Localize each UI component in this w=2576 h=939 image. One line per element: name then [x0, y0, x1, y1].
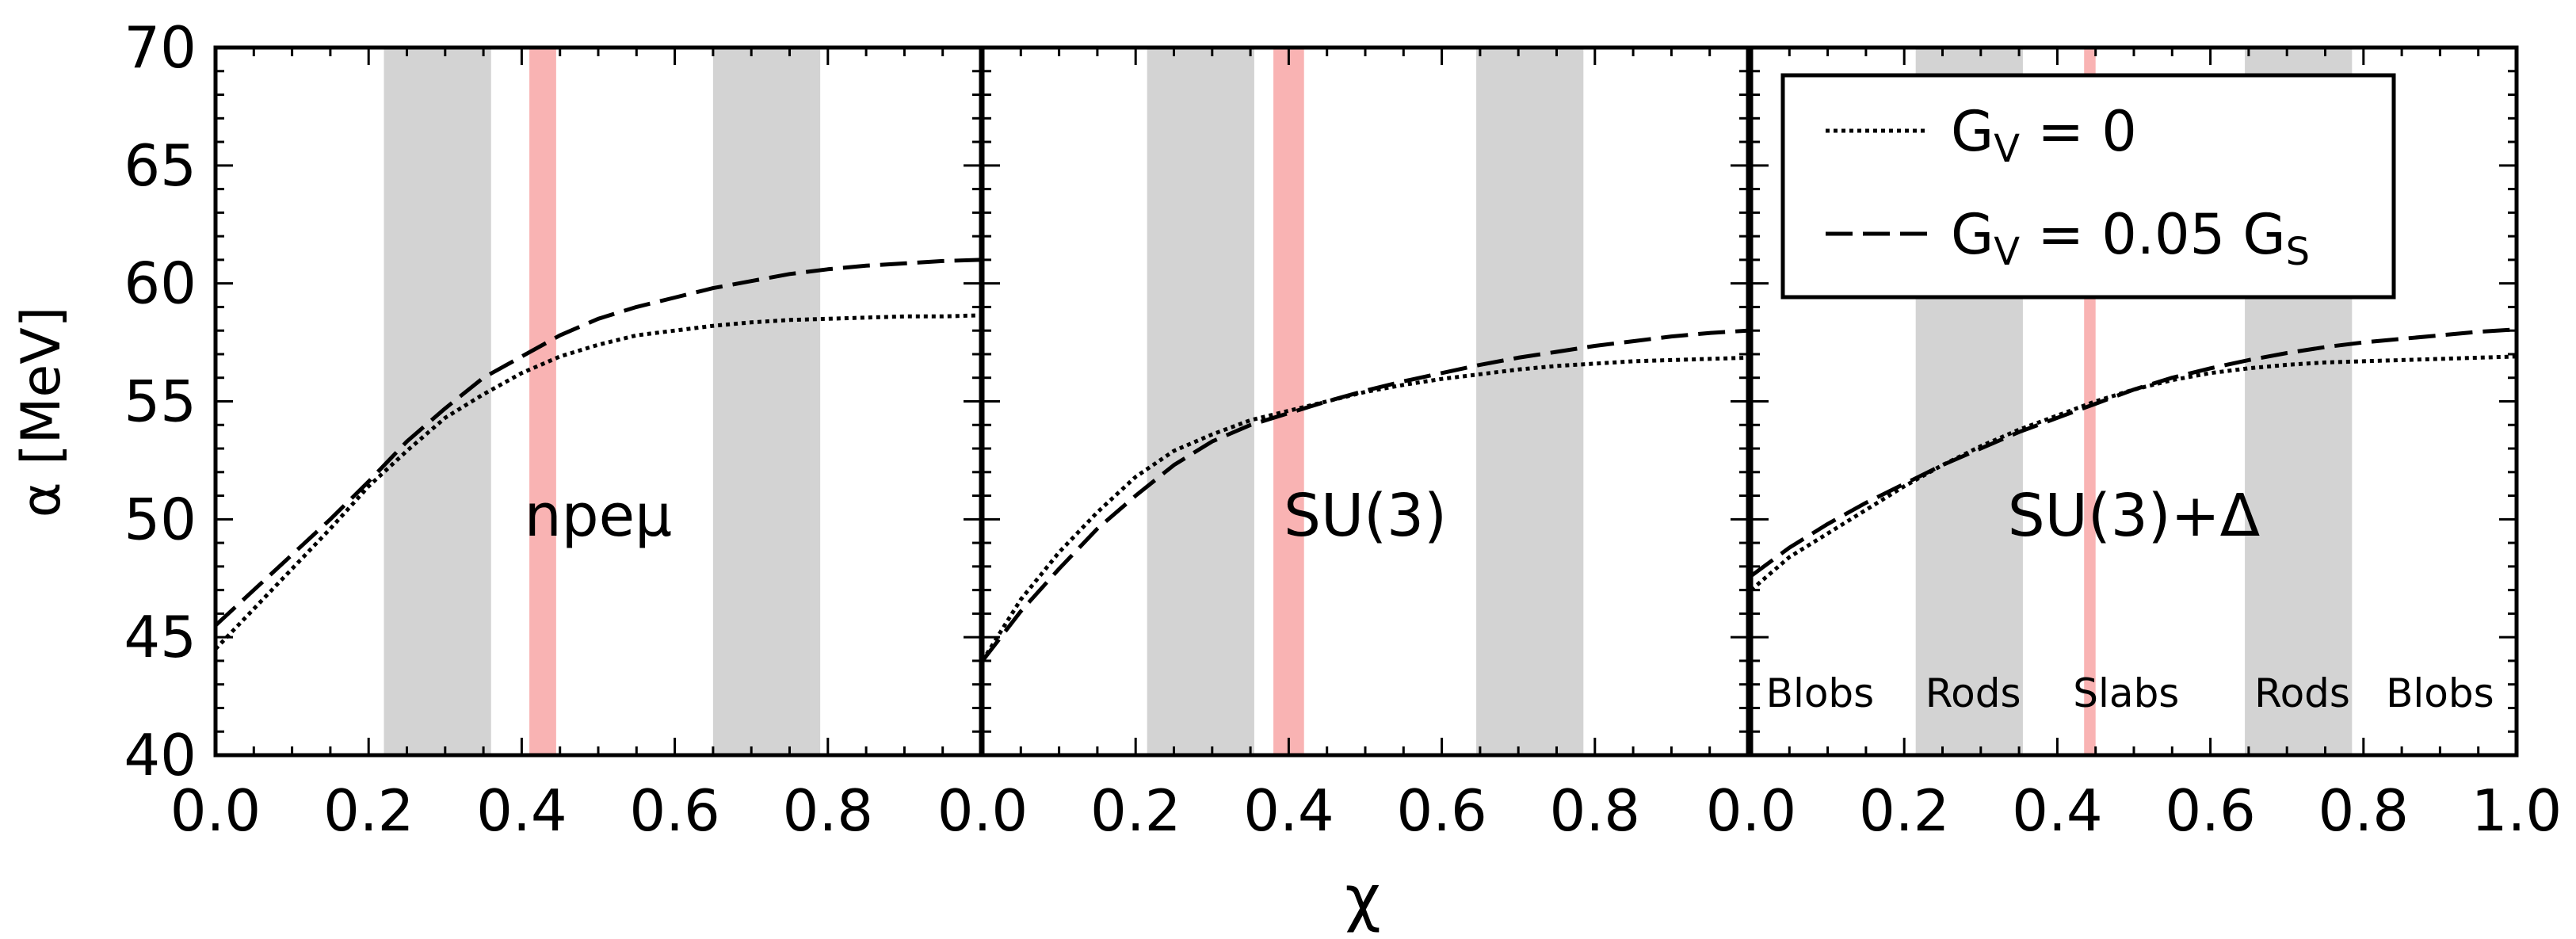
panel-frame-1	[980, 45, 1750, 758]
ytick-label-40: 40	[124, 722, 197, 788]
xtick-label-p2-5: 1.0	[2471, 777, 2563, 844]
xtick-label-p2-0: 0.0	[1706, 777, 1797, 844]
xtick-label-p1-1: 0.2	[1090, 777, 1181, 844]
x-axis-label: χ	[1345, 863, 1380, 934]
series-line-p2-1	[1750, 327, 2517, 578]
ytick-label-60: 60	[124, 250, 197, 317]
legend-text-part: G	[1951, 202, 1994, 267]
series-line-p1-1	[981, 328, 1749, 662]
xtick-label-p1-3: 0.6	[1396, 777, 1487, 844]
legend-text-part: = 0	[2020, 99, 2137, 164]
phase-label-4: Blobs	[2386, 670, 2494, 716]
legend-subscript: S	[2286, 230, 2310, 274]
text-layer: npeμ 0.0 0.2 0.4 0.6 0.8 SU(3) 0.0 0.2 0.4 0.6 0.8 S…	[124, 14, 2562, 844]
y-axis-label: α [MeV]	[10, 307, 73, 518]
legend-text-part: = 0.05 G	[2020, 202, 2286, 267]
phase-label-0: Blobs	[1766, 670, 1875, 716]
xtick-label-p2-3: 0.6	[2165, 777, 2256, 844]
red-band-p1	[1273, 48, 1304, 755]
xtick-label-p0-4: 0.8	[783, 777, 874, 844]
xtick-label-p2-2: 0.4	[2012, 777, 2103, 844]
legend-text-part: G	[1951, 99, 1994, 164]
legend-entry-0: GV = 0	[1951, 99, 2137, 171]
xtick-label-p0-1: 0.2	[323, 777, 414, 844]
ytick-label-70: 70	[124, 14, 197, 81]
series-line-p0-0	[214, 313, 982, 651]
xtick-label-p2-1: 0.2	[1859, 777, 1950, 844]
panel-label-0: npeμ	[525, 482, 672, 550]
legend-entry-1: GV = 0.05 GS	[1951, 202, 2310, 274]
phase-label-1: Rods	[1925, 670, 2021, 716]
gray-band-p0-1	[712, 48, 821, 755]
xtick-label-p1-4: 0.8	[1550, 777, 1641, 844]
panel-frame-2	[1749, 45, 2519, 758]
panel-label-1: SU(3)	[1284, 482, 1447, 550]
xtick-label-p0-3: 0.6	[629, 777, 720, 844]
panel-frame-0	[213, 45, 983, 758]
legend-subscript: V	[1994, 127, 2020, 171]
ytick-label-55: 55	[124, 368, 197, 435]
xtick-label-p2-4: 0.8	[2318, 777, 2410, 844]
legend-box	[1780, 73, 2396, 300]
legend-subscript: V	[1994, 230, 2020, 274]
xtick-label-p0-2: 0.4	[476, 777, 567, 844]
bands-layer	[384, 48, 2353, 755]
phase-label-3: Rods	[2254, 670, 2350, 716]
series-line-p2-0	[1750, 354, 2517, 592]
ytick-label-50: 50	[124, 486, 197, 552]
legend: GV = 0 GV = 0.05 GS	[1780, 73, 2396, 300]
lines-layer	[214, 258, 2517, 662]
series-line-p0-1	[214, 258, 982, 628]
ytick-label-65: 65	[124, 132, 197, 199]
gray-band-p1-0	[1147, 48, 1254, 755]
panel-label-2: SU(3)+Δ	[2008, 482, 2261, 550]
xtick-label-p1-0: 0.0	[937, 777, 1028, 844]
xtick-label-p0-0: 0.0	[170, 777, 261, 844]
phase-label-2: Slabs	[2073, 670, 2179, 716]
xtick-label-p1-2: 0.4	[1243, 777, 1334, 844]
ytick-label-45: 45	[124, 604, 197, 670]
red-band-p0	[529, 48, 556, 755]
frames-layer	[213, 45, 2519, 758]
gray-band-p1-1	[1476, 48, 1584, 755]
